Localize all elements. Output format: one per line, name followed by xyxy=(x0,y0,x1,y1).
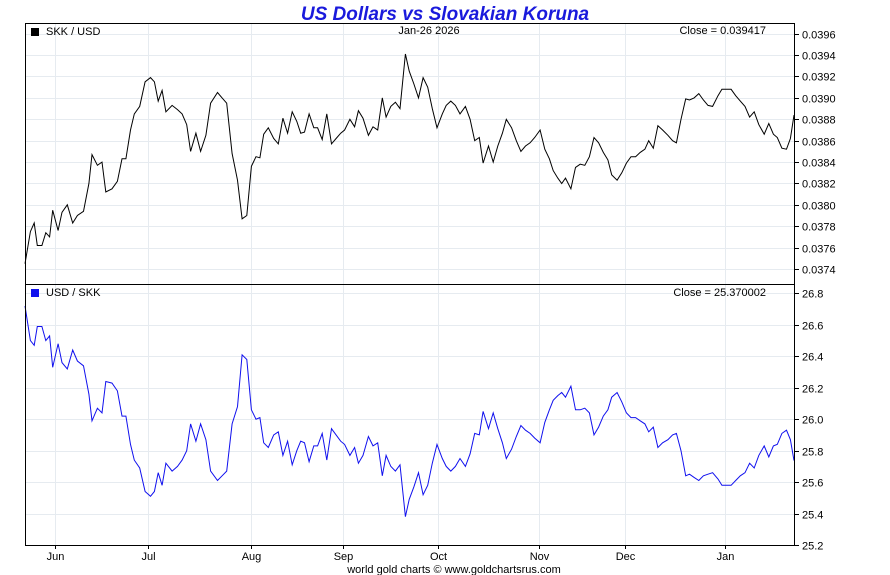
usd-skk-y-tick-label: 26.8 xyxy=(802,289,823,301)
usd-skk-y-tick-label: 25.8 xyxy=(802,447,823,459)
skk-usd-legend-label: SKK / USD xyxy=(46,26,100,38)
skk-usd-y-tick-label: 0.0394 xyxy=(802,51,836,63)
skk-usd-y-tick-label: 0.0392 xyxy=(802,72,836,84)
usd-skk-legend-label: USD / SKK xyxy=(46,287,101,299)
usd-skk-close-label: Close = 25.370002 xyxy=(673,287,766,299)
usd-skk-y-axis: 25.2 25.4 25.6 25.8 26.0 26.2 26.4 26.6 26.8 xyxy=(795,289,823,553)
usd-skk-y-tick-label: 26.6 xyxy=(802,321,823,333)
skk-usd-y-tick-label: 0.0388 xyxy=(802,115,836,127)
skk-usd-y-tick-label: 0.0380 xyxy=(802,201,836,213)
x-tick-label-jul: Jul xyxy=(141,551,155,563)
skk-usd-y-tick-label: 0.0390 xyxy=(802,94,836,106)
x-tick-label-aug: Aug xyxy=(242,551,262,563)
skk-usd-y-tick-label: 0.0378 xyxy=(802,222,836,234)
date-label: Jan-26 2026 xyxy=(398,25,459,37)
skk-usd-y-tick-label: 0.0376 xyxy=(802,244,836,256)
x-tick-label-sep: Sep xyxy=(334,551,354,563)
usd-skk-y-tick-label: 25.6 xyxy=(802,478,823,490)
footer-credit: world gold charts © www.goldchartsrus.co… xyxy=(346,564,561,575)
skk-usd-y-tick-label: 0.0382 xyxy=(802,179,836,191)
usd-skk-y-tick-label: 25.4 xyxy=(802,510,823,522)
usd-skk-y-tick-label: 26.0 xyxy=(802,415,823,427)
usd-skk-y-tick-label: 26.4 xyxy=(802,352,823,364)
skk-usd-y-tick-label: 0.0374 xyxy=(802,265,836,277)
x-tick-label-jun: Jun xyxy=(47,551,65,563)
usd-skk-panel: 25.2 25.4 25.6 25.8 26.0 26.2 26.4 26.6 26.8 USD… xyxy=(24,284,823,553)
skk-usd-legend-swatch xyxy=(31,28,39,36)
usd-skk-legend-swatch xyxy=(31,289,39,297)
x-tick-label-oct: Oct xyxy=(430,551,447,563)
skk-usd-y-tick-label: 0.0386 xyxy=(802,137,836,149)
usd-skk-price-line xyxy=(24,305,795,517)
usd-skk-y-tick-label: 26.2 xyxy=(802,384,823,396)
skk-usd-close-label: Close = 0.039417 xyxy=(679,25,766,37)
skk-usd-gridlines xyxy=(25,23,795,284)
skk-usd-panel: 0.0374 0.0376 0.0378 0.0380 0.0382 0.0384 0.03… xyxy=(24,23,836,285)
skk-usd-y-axis: 0.0374 0.0376 0.0378 0.0380 0.0382 0.0384 0.03… xyxy=(795,30,836,277)
skk-usd-y-tick-label: 0.0384 xyxy=(802,158,836,170)
skk-usd-price-line xyxy=(24,53,795,264)
chart-title: US Dollars vs Slovakian Koruna xyxy=(301,4,590,25)
usd-skk-y-tick-label: 25.2 xyxy=(802,541,823,553)
x-tick-label-nov: Nov xyxy=(530,551,550,563)
skk-usd-y-tick-label: 0.0396 xyxy=(802,30,836,42)
x-tick-label-dec: Dec xyxy=(616,551,636,563)
x-tick-label-jan: Jan xyxy=(717,551,735,563)
x-axis: Jun Jul Aug Sep Oct Nov Dec Jan xyxy=(47,545,735,563)
